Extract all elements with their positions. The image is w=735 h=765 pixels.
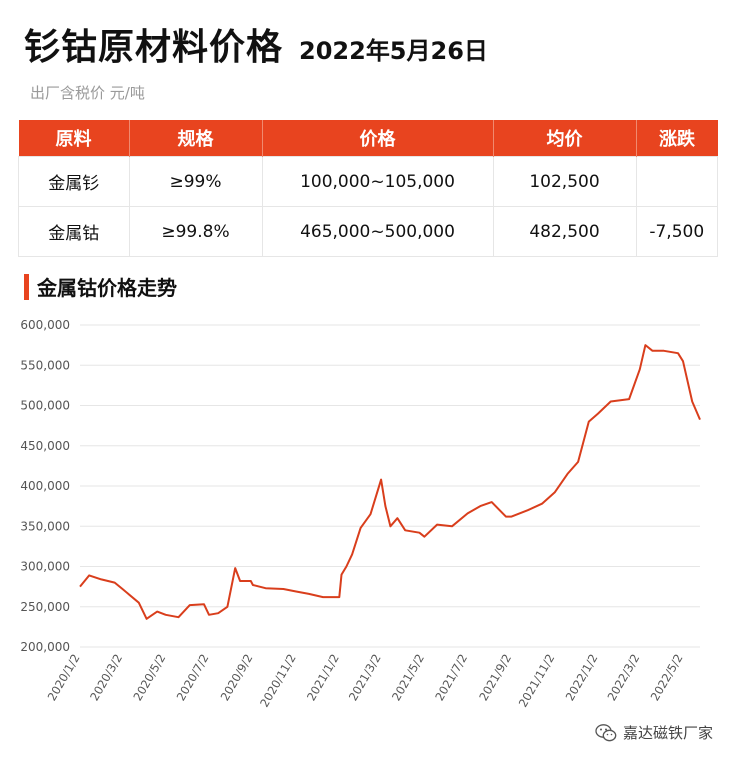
y-tick-label: 350,000: [20, 519, 70, 533]
section-title-text: 金属钴价格走势: [37, 276, 177, 300]
price-series-line: [79, 344, 701, 620]
y-tick-label: 400,000: [20, 479, 70, 493]
x-tick-label: 2020/9/2: [218, 652, 256, 704]
x-tick-label: 2020/7/2: [174, 652, 212, 704]
column-header-material: 原料: [18, 120, 130, 157]
footer-brand: 嘉达磁铁厂家: [595, 722, 713, 743]
footer-brand-text: 嘉达磁铁厂家: [622, 724, 713, 742]
title-row: 钐钴原材料价格 2022年5月26日: [24, 18, 488, 70]
y-tick-label: 450,000: [20, 439, 70, 453]
chart-section-title: 金属钴价格走势: [24, 272, 177, 301]
cell-change: -7,500: [635, 206, 718, 257]
cell-spec: ≥99%: [128, 156, 263, 207]
x-tick-label: 2022/1/2: [563, 652, 601, 704]
unit-note: 出厂含税价 元/吨: [30, 84, 145, 102]
cell-price: 100,000~105,000: [261, 156, 494, 207]
table-header-row: 原料 规格 价格 均价 涨跌: [18, 120, 718, 157]
column-header-change: 涨跌: [636, 120, 718, 157]
cell-material: 金属钴: [18, 206, 130, 257]
table-row: 金属钐 ≥99% 100,000~105,000 102,500: [18, 156, 718, 207]
cell-material: 金属钐: [18, 156, 130, 207]
wechat-icon: [595, 723, 617, 741]
cell-spec: ≥99.8%: [128, 206, 263, 257]
x-tick-label: 2022/3/2: [604, 652, 642, 704]
cell-average: 102,500: [492, 156, 637, 207]
column-header-average: 均价: [493, 120, 637, 157]
y-tick-label: 550,000: [20, 358, 70, 372]
column-header-price: 价格: [262, 120, 494, 157]
x-tick-label: 2021/7/2: [432, 652, 470, 704]
page-title: 钐钴原材料价格: [24, 27, 284, 68]
cell-change: [635, 156, 718, 207]
cell-price: 465,000~500,000: [261, 206, 494, 257]
x-tick-label: 2021/11/2: [516, 652, 558, 710]
y-tick-label: 500,000: [20, 399, 70, 413]
y-tick-label: 200,000: [20, 640, 70, 654]
y-tick-label: 300,000: [20, 560, 70, 574]
x-tick-label: 2021/3/2: [346, 652, 384, 704]
cell-average: 482,500: [492, 206, 637, 257]
price-table: 原料 规格 价格 均价 涨跌 金属钐 ≥99% 100,000~105,000 …: [18, 120, 718, 257]
page-date: 2022年5月26日: [299, 37, 488, 65]
column-header-spec: 规格: [129, 120, 263, 157]
y-tick-label: 600,000: [20, 318, 70, 332]
x-tick-label: 2022/5/2: [648, 652, 686, 704]
cobalt-price-chart: 200,000 250,000 300,000 350,000 400,000 450,0…: [20, 318, 701, 710]
y-tick-label: 250,000: [20, 600, 70, 614]
x-tick-label: 2020/11/2: [257, 652, 299, 710]
x-tick-label: 2020/5/2: [130, 652, 168, 704]
x-tick-label: 2020/3/2: [87, 652, 125, 704]
x-tick-label: 2020/1/2: [45, 652, 83, 704]
x-tick-label: 2021/5/2: [389, 652, 427, 704]
table-row: 金属钴 ≥99.8% 465,000~500,000 482,500 -7,50…: [18, 206, 718, 257]
x-tick-label: 2021/9/2: [476, 652, 514, 704]
section-accent-bar: [24, 273, 29, 300]
x-tick-label: 2021/1/2: [304, 652, 342, 704]
